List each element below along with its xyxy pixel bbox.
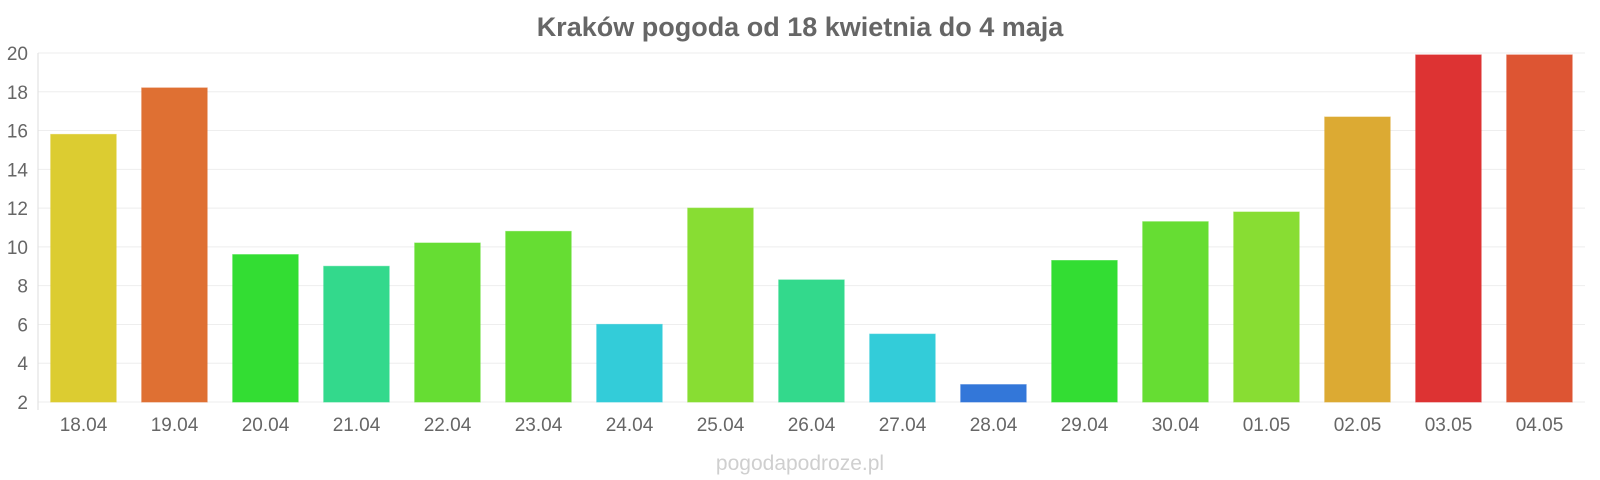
- bar-22.04: [414, 242, 481, 403]
- x-tick-label: 24.04: [606, 415, 654, 436]
- bar-02.05: [1324, 116, 1391, 403]
- watermark: pogodapodroze.pl: [716, 452, 884, 475]
- y-tick-label: 8: [17, 277, 28, 298]
- y-axis-ticks: 2 4 6 8 10 12 14 16 18 20: [7, 44, 29, 414]
- x-tick-label: 27.04: [879, 415, 927, 436]
- x-tick-label: 04.05: [1516, 415, 1564, 436]
- x-tick-label: 23.04: [515, 415, 563, 436]
- bar-27.04: [869, 333, 936, 403]
- y-tick-label: 14: [7, 160, 29, 181]
- y-tick-label: 18: [7, 83, 28, 104]
- bar-25.04: [687, 207, 754, 403]
- bar-24.04: [596, 323, 663, 403]
- bar-18.04: [50, 133, 117, 403]
- bar-01.05: [1233, 211, 1300, 403]
- y-tick-label: 16: [7, 122, 28, 143]
- y-tick-label: 6: [17, 315, 28, 336]
- chart-title: Kraków pogoda od 18 kwietnia do 4 maja: [537, 12, 1065, 42]
- y-tick-label: 10: [7, 238, 28, 259]
- bar-03.05: [1415, 54, 1482, 403]
- y-tick-label: 12: [7, 199, 28, 220]
- bar-26.04: [778, 279, 845, 403]
- x-axis-ticks: 18.04 19.04 20.04 21.04 22.04 23.04 24.04 25.04…: [60, 415, 1564, 436]
- x-tick-label: 30.04: [1152, 415, 1200, 436]
- x-tick-label: 22.04: [424, 415, 472, 436]
- x-tick-label: 21.04: [333, 415, 381, 436]
- x-tick-label: 01.05: [1243, 415, 1291, 436]
- bar-19.04: [141, 87, 208, 403]
- bar-29.04: [1051, 260, 1118, 403]
- bar-30.04: [1142, 221, 1209, 403]
- bar-28.04: [960, 384, 1027, 403]
- x-tick-label: 28.04: [970, 415, 1018, 436]
- bars: [50, 54, 1573, 403]
- x-tick-label: 29.04: [1061, 415, 1109, 436]
- x-tick-label: 19.04: [151, 415, 199, 436]
- x-tick-label: 02.05: [1334, 415, 1382, 436]
- bar-20.04: [232, 254, 299, 403]
- bar-04.05: [1506, 54, 1573, 403]
- x-tick-label: 20.04: [242, 415, 290, 436]
- y-tick-label: 2: [17, 393, 28, 414]
- x-tick-label: 26.04: [788, 415, 836, 436]
- x-tick-label: 03.05: [1425, 415, 1473, 436]
- y-tick-label: 20: [7, 44, 28, 65]
- bar-21.04: [323, 265, 390, 403]
- x-tick-label: 18.04: [60, 415, 108, 436]
- bar-23.04: [505, 230, 572, 403]
- x-tick-label: 25.04: [697, 415, 745, 436]
- y-tick-label: 4: [17, 354, 28, 375]
